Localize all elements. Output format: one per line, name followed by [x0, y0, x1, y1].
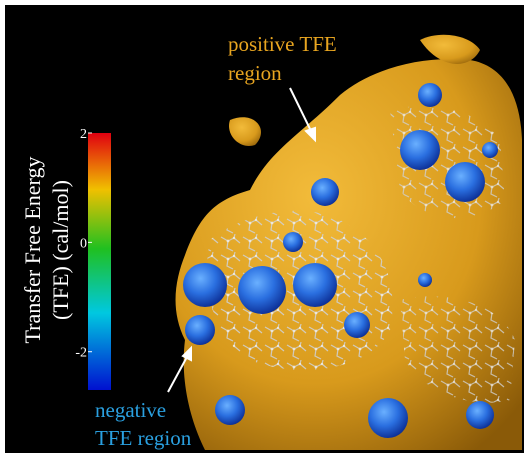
tick-label: -2 [75, 346, 87, 361]
tick-label: 2 [80, 127, 87, 142]
colorbar-title: (TFE) (cal/mol) [48, 180, 73, 320]
annotation: region [228, 61, 282, 85]
annotation: TFE region [95, 426, 192, 450]
figure: Transfer Free Energy (TFE) (cal/mol) 2 0 -… [0, 0, 529, 458]
tick-label: 0 [80, 236, 87, 251]
annotation: positive TFE [228, 32, 337, 56]
colorbar-title: Transfer Free Energy [20, 157, 45, 344]
annotation: negative [95, 398, 166, 422]
